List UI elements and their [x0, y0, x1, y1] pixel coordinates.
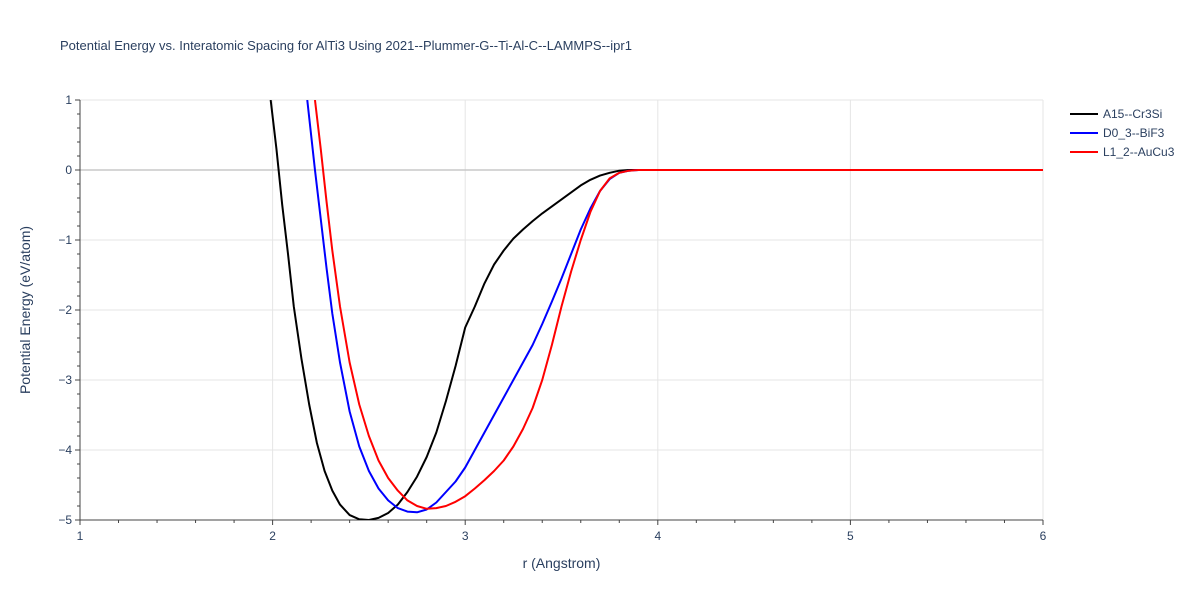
axes — [75, 99, 1044, 525]
y-tick-label: −2 — [58, 303, 72, 317]
legend-item-0[interactable]: A15--Cr3Si — [1070, 107, 1162, 121]
x-axis-title: r (Angstrom) — [523, 555, 601, 571]
y-tick-label: 1 — [65, 93, 72, 107]
series-lines — [269, 100, 1043, 520]
legend-item-2[interactable]: L1_2--AuCu3 — [1070, 145, 1175, 159]
y-axis-title: Potential Energy (eV/atom) — [17, 226, 33, 394]
legend-label: D0_3--BiF3 — [1103, 126, 1165, 140]
series-line-0 — [269, 100, 1043, 520]
y-tick-label: −5 — [58, 513, 72, 527]
x-tick-label: 1 — [77, 529, 84, 543]
x-tick-label: 2 — [269, 529, 276, 543]
y-tick-label: −1 — [58, 233, 72, 247]
x-tick-label: 4 — [654, 529, 661, 543]
y-tick-label: 0 — [65, 163, 72, 177]
legend-label: A15--Cr3Si — [1103, 107, 1162, 121]
x-tick-label: 6 — [1040, 529, 1047, 543]
legend[interactable]: A15--Cr3Si D0_3--BiF3 L1_2--AuCu3 — [1070, 107, 1175, 159]
tick-labels: 1 2 3 4 5 6 1 0 −1 −2 −3 −4 −5 — [58, 93, 1046, 543]
y-tick-label: −3 — [58, 373, 72, 387]
legend-label: L1_2--AuCu3 — [1103, 145, 1175, 159]
x-tick-label: 3 — [462, 529, 469, 543]
y-tick-label: −4 — [58, 443, 72, 457]
series-line-2 — [313, 100, 1043, 510]
x-tick-label: 5 — [847, 529, 854, 543]
chart-title: Potential Energy vs. Interatomic Spacing… — [60, 38, 632, 53]
legend-item-1[interactable]: D0_3--BiF3 — [1070, 126, 1165, 140]
